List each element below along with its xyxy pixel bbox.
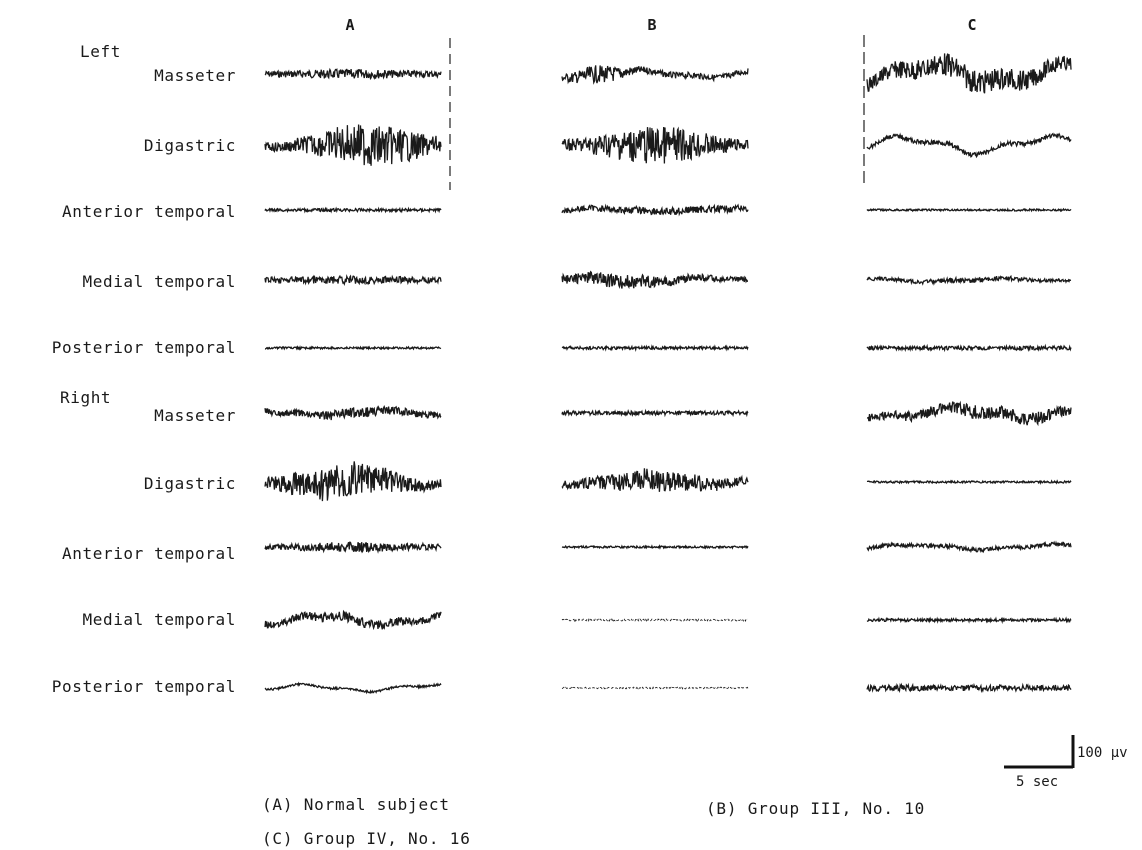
emg-trace-row6-col0: [264, 461, 442, 502]
emg-trace-row4-col1: [561, 344, 749, 352]
emg-trace-row8-col0: [264, 609, 442, 631]
emg-trace-row1-col0: [264, 124, 442, 166]
column-header-a: A: [345, 16, 355, 34]
emg-trace-row3-col2: [866, 274, 1072, 286]
emg-trace-row2-col1: [561, 203, 749, 217]
muscle-label-left-anterior-temporal: Anterior temporal: [62, 202, 236, 221]
emg-trace-row8-col2: [866, 616, 1072, 625]
side-label-left: Left: [80, 42, 121, 61]
emg-trace-row7-col0: [264, 541, 442, 554]
emg-trace-row4-col0: [264, 345, 442, 351]
muscle-label-left-masseter: Masseter: [154, 66, 236, 85]
scale-time-label: 5 sec: [1016, 774, 1059, 790]
muscle-label-right-medial-temporal: Medial temporal: [82, 610, 236, 629]
column-header-b: B: [647, 16, 657, 34]
emg-trace-row7-col1: [561, 544, 749, 550]
emg-trace-row6-col1: [561, 468, 749, 492]
emg-trace-row5-col0: [264, 405, 442, 421]
emg-trace-row0-col1: [561, 65, 749, 85]
muscle-label-right-anterior-temporal: Anterior temporal: [62, 544, 236, 563]
emg-trace-row2-col0: [264, 206, 442, 214]
emg-trace-row9-col0: [264, 681, 442, 695]
emg-trace-row4-col2: [866, 343, 1072, 353]
muscle-label-right-digastric: Digastric: [143, 474, 236, 493]
emg-trace-row7-col2: [866, 540, 1072, 554]
muscle-label-left-medial-temporal: Medial temporal: [82, 272, 236, 291]
emg-trace-row9-col2: [866, 682, 1072, 694]
emg-trace-row0-col0: [264, 67, 442, 81]
muscle-label-right-posterior-temporal: Posterior temporal: [51, 677, 236, 696]
emg-trace-row3-col1: [561, 270, 748, 290]
muscle-label-right-masseter: Masseter: [154, 406, 236, 425]
caption-a: (A) Normal subject: [262, 795, 450, 814]
emg-trace-row2-col2: [866, 207, 1072, 213]
emg-trace-row9-col1: [561, 686, 749, 690]
emg-trace-row6-col2: [866, 479, 1072, 485]
emg-trace-row1-col1: [561, 126, 749, 164]
emg-trace-row8-col1: [561, 617, 749, 623]
caption-c: (C) Group IV, No. 16: [262, 829, 471, 848]
muscle-label-left-digastric: Digastric: [143, 136, 236, 155]
side-label-right: Right: [60, 388, 112, 407]
emg-trace-row3-col0: [264, 274, 442, 286]
caption-b: (B) Group III, No. 10: [706, 799, 926, 818]
scale-voltage-label: 100 µv: [1077, 745, 1128, 761]
emg-trace-row5-col1: [561, 408, 749, 418]
muscle-label-left-posterior-temporal: Posterior temporal: [51, 338, 236, 357]
emg-trace-row1-col2: [866, 132, 1072, 159]
column-header-c: C: [967, 16, 977, 34]
emg-trace-row5-col2: [866, 400, 1072, 427]
scale-bar: [1004, 735, 1075, 769]
emg-trace-row0-col2: [866, 53, 1072, 94]
